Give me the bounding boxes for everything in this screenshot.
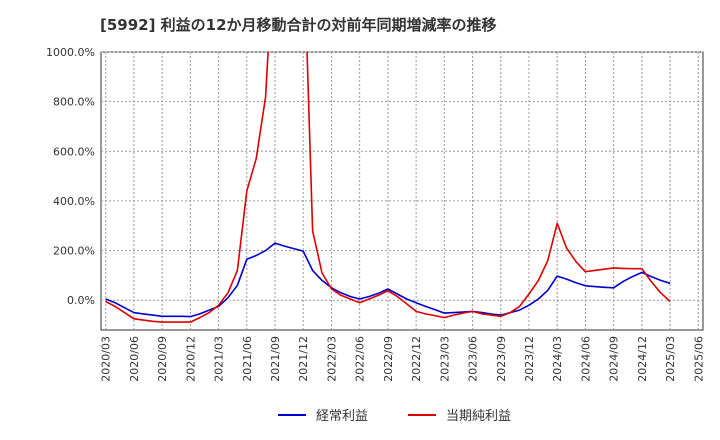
legend-label-1: 経常利益	[316, 409, 368, 424]
series-line-1	[105, 242, 671, 318]
x-tick-label: 2020/06	[128, 336, 141, 382]
y-tick-label: 600.0%	[53, 145, 95, 158]
x-tick-label: 2020/12	[184, 336, 197, 382]
y-tick-label: 200.0%	[53, 245, 95, 258]
y-tick-label: 400.0%	[53, 195, 95, 208]
x-tick-label: 2023/03	[438, 336, 451, 382]
x-tick-label: 2024/12	[636, 336, 649, 382]
legend-label-2: 当期純利益	[446, 409, 511, 424]
y-tick-label: 800.0%	[53, 96, 95, 109]
x-tick-label: 2023/09	[495, 336, 508, 382]
x-tick-label: 2022/03	[325, 336, 338, 382]
x-tick-label: 2022/12	[410, 336, 423, 382]
x-tick-label: 2020/09	[156, 336, 169, 382]
x-tick-label: 2021/03	[213, 336, 226, 382]
legend: 経常利益 当期純利益	[278, 409, 511, 424]
x-tick-label: 2022/06	[354, 336, 367, 382]
x-tick-label: 2024/06	[579, 336, 592, 382]
series-lines	[105, 52, 671, 323]
x-tick-label: 2025/03	[664, 336, 677, 382]
x-tick-label: 2021/09	[269, 336, 282, 382]
plot-area	[100, 51, 704, 331]
x-tick-label: 2024/09	[608, 336, 621, 382]
y-axis-ticks: 0.0% 200.0% 400.0% 600.0% 800.0% 1000.0%	[46, 46, 95, 307]
x-axis-ticks: 2020/03 2020/06 2020/09 2020/12 2021/03 2021/…	[100, 336, 706, 382]
x-tick-label: 2021/06	[241, 336, 254, 382]
x-tick-label: 2021/12	[297, 336, 310, 382]
x-tick-label: 2023/12	[523, 336, 536, 382]
x-tick-label: 2020/03	[100, 336, 113, 382]
chart-title: [5992] 利益の12か月移動合計の対前年同期増減率の推移	[100, 16, 497, 34]
y-tick-label: 1000.0%	[46, 46, 95, 59]
x-tick-label: 2022/09	[382, 336, 395, 382]
x-tick-label: 2025/06	[692, 336, 705, 382]
x-tick-label: 2023/06	[467, 336, 480, 382]
series-line-2	[105, 52, 671, 323]
x-tick-label: 2024/03	[551, 336, 564, 382]
y-tick-label: 0.0%	[67, 294, 95, 307]
